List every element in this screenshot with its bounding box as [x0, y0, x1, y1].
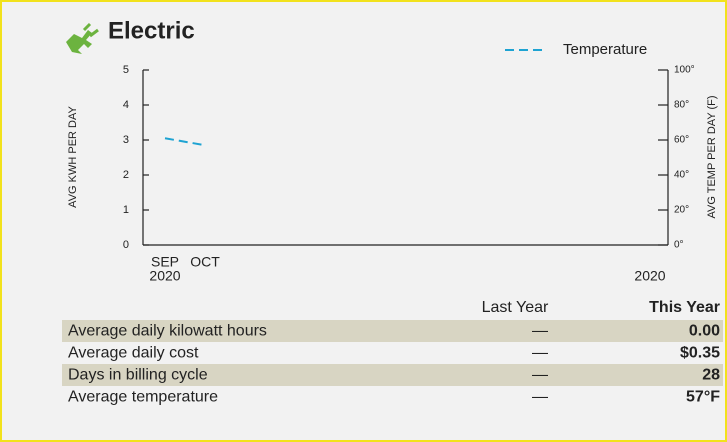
y-tick-label: 1 — [123, 204, 129, 216]
x-tick-label: SEP — [151, 254, 179, 270]
y2-axis-label: AVG TEMP PER DAY (F) — [706, 95, 718, 218]
y2-tick-label: 80° — [674, 100, 689, 111]
row-label: Average daily cost — [68, 345, 199, 362]
y2-tick-label: 20° — [674, 205, 689, 216]
x-year-label: 2020 — [634, 268, 665, 284]
y2-tick-label: 100° — [674, 65, 695, 76]
row-shade — [62, 364, 723, 386]
this-year-value: 0.00 — [689, 323, 720, 340]
y-tick-label: 3 — [123, 134, 129, 146]
this-year-value: $0.35 — [680, 345, 720, 362]
y-tick-label: 5 — [123, 64, 129, 76]
legend-label: Temperature — [563, 41, 647, 58]
y-tick-label: 4 — [123, 99, 129, 111]
y-tick-label: 0 — [123, 239, 129, 251]
y-tick-label: 2 — [123, 169, 129, 181]
column-header: Last Year — [482, 299, 549, 316]
row-label: Days in billing cycle — [68, 367, 208, 384]
x-year-label: 2020 — [149, 268, 180, 284]
y-axis-label: AVG KWH PER DAY — [67, 106, 79, 208]
last-year-value: — — [532, 345, 548, 362]
row-label: Average daily kilowatt hours — [68, 323, 267, 340]
y2-tick-label: 40° — [674, 170, 689, 181]
last-year-value: — — [532, 367, 548, 384]
plug-icon — [66, 22, 99, 54]
this-year-value: 28 — [702, 367, 720, 384]
row-shade — [62, 320, 723, 342]
y2-tick-label: 60° — [674, 135, 689, 146]
temperature-line — [164, 137, 206, 147]
last-year-value: — — [532, 323, 548, 340]
x-tick-label: OCT — [190, 254, 220, 270]
column-header: This Year — [649, 299, 720, 316]
chart-title: Electric — [108, 17, 195, 44]
row-label: Average temperature — [68, 389, 218, 406]
y2-tick-label: 0° — [674, 240, 684, 251]
last-year-value: — — [532, 389, 548, 406]
this-year-value: 57°F — [686, 389, 720, 406]
